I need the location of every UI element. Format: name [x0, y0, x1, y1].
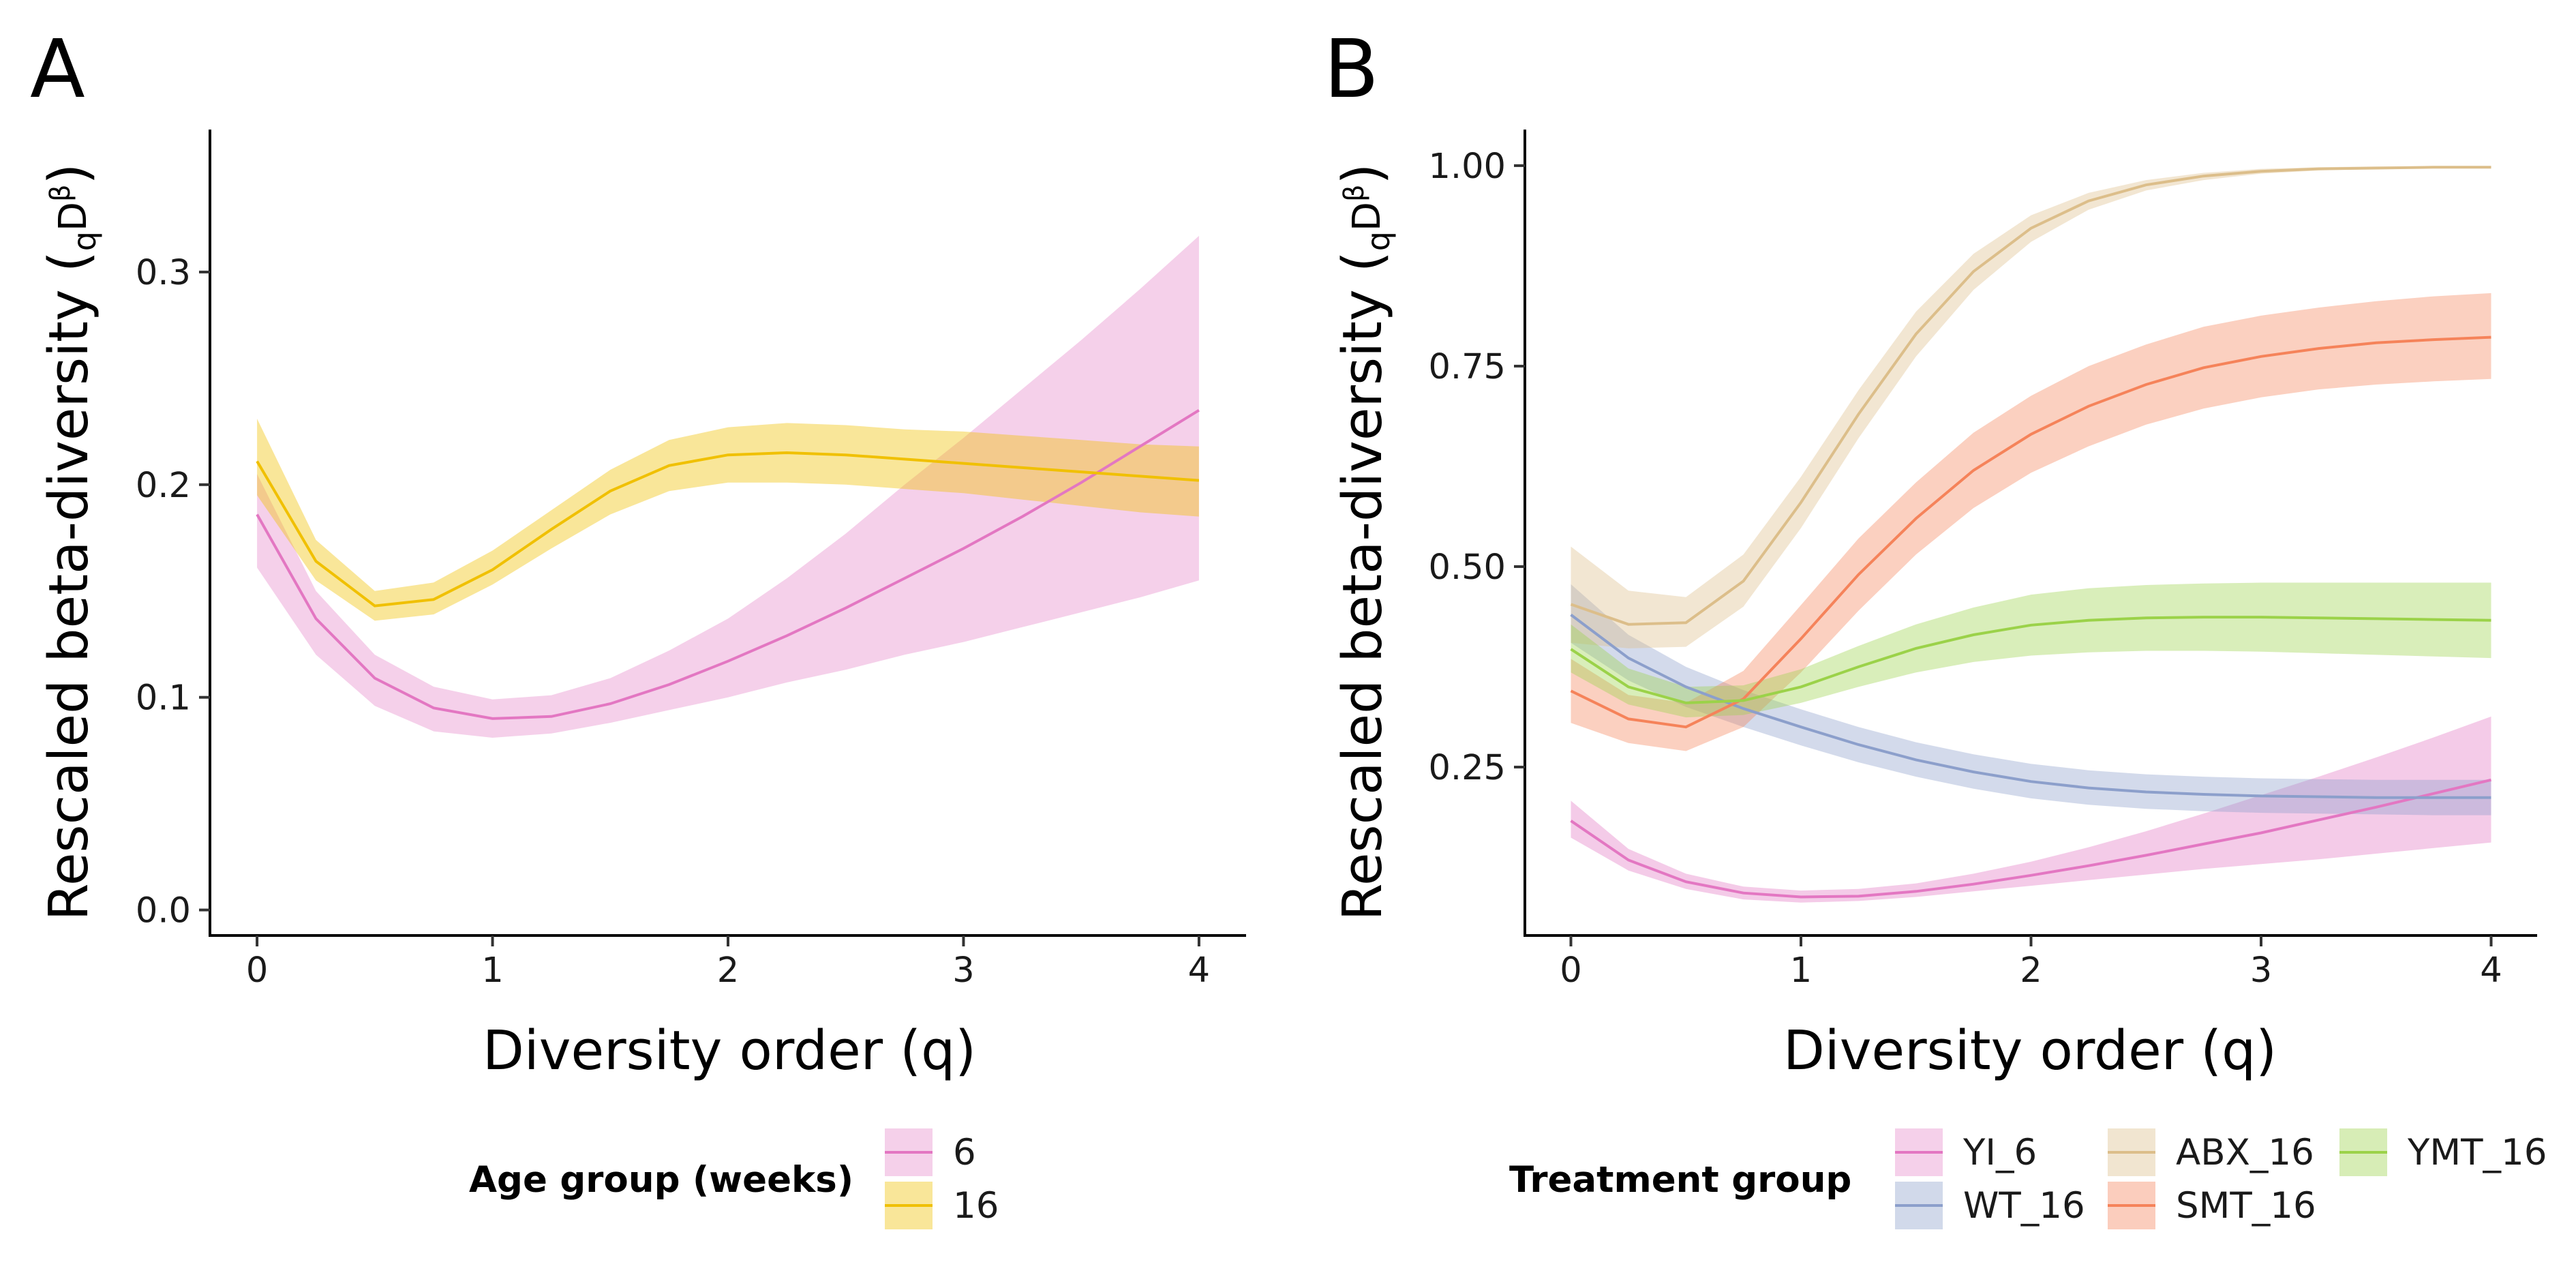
- panel-b-y-axis-title: Rescaled beta-diversity (qDβ): [1331, 164, 1397, 921]
- y-title-prefix: Rescaled beta-diversity (: [37, 251, 100, 920]
- panel-b-x-tick-label: 4: [2480, 950, 2502, 991]
- y-title-suffix: ): [37, 164, 100, 185]
- panel-b-line-smt-16: [1570, 335, 2491, 729]
- panel-a-legend-title: Age group (weeks): [469, 1159, 853, 1201]
- legend-label-ymt-16: YMT_16: [2407, 1132, 2547, 1173]
- panel-b-bands: [1571, 166, 2491, 903]
- panel-b-x-ticks: 0 1 2 3 4: [1560, 935, 2502, 991]
- legend-label-6: 6: [953, 1132, 976, 1173]
- panel-a-x-tick-label: 2: [717, 950, 739, 991]
- panel-a-y-axis-title: Rescaled beta-diversity (qDβ): [37, 164, 103, 921]
- panel-a-lines: [256, 408, 1200, 720]
- panel-a-x-tick-label: 0: [246, 950, 268, 991]
- y-title-suffix: ): [1331, 164, 1394, 185]
- panel-a-y-tick-label: 0.2: [136, 466, 191, 506]
- panel-b-line-ymt-16: [1570, 616, 2491, 704]
- panel-b-band-yi-6: [1571, 716, 2491, 903]
- panel-b-y-tick-label: 0.75: [1428, 347, 1506, 387]
- y-title-q: q: [66, 231, 103, 251]
- y-title-d: D: [1345, 202, 1389, 231]
- legend-item-yi-6: YI_6: [1895, 1128, 2037, 1176]
- y-title-beta: β: [45, 184, 76, 202]
- panel-a-x-axis-title: Diversity order (q): [483, 1019, 976, 1082]
- legend-item-ymt-16: YMT_16: [2339, 1128, 2547, 1176]
- panel-b-y-tick-label: 1.00: [1428, 147, 1506, 187]
- panel-b-x-tick-label: 2: [2020, 950, 2042, 991]
- y-title-d: D: [51, 202, 95, 231]
- panel-a-x-tick-label: 4: [1188, 950, 1210, 991]
- panel-a: A 0 1 2 3 4 0.0 0.1 0.2 0.3 Diversity order (q)…: [30, 22, 1246, 1229]
- y-title-q: q: [1360, 231, 1397, 251]
- legend-label-16: 16: [953, 1185, 999, 1227]
- legend-label-yi-6: YI_6: [1963, 1132, 2037, 1173]
- legend-item-16: 16: [885, 1182, 999, 1229]
- panel-a-line-16: [256, 451, 1200, 608]
- panel-b-legend: Treatment group YI_6 WT_16 ABX_16 SMT_16: [1509, 1128, 2547, 1229]
- panel-b-x-axis-title: Diversity order (q): [1783, 1019, 2277, 1082]
- panel-b: B 0 1 2 3 4 0.25 0.50 0.75 1.00 Diversity order…: [1324, 22, 2547, 1229]
- panel-a-band-6: [257, 235, 1199, 738]
- panel-a-x-tick-label: 1: [481, 950, 503, 991]
- panel-a-legend: Age group (weeks) 6 16: [469, 1128, 999, 1229]
- panel-a-x-ticks: 0 1 2 3 4: [246, 935, 1210, 991]
- panel-b-x-tick-label: 3: [2250, 950, 2272, 991]
- legend-item-6: 6: [885, 1128, 976, 1176]
- legend-label-smt-16: SMT_16: [2176, 1185, 2316, 1227]
- panel-a-y-tick-label: 0.1: [136, 678, 191, 719]
- panel-b-line-abx-16: [1570, 166, 2491, 626]
- panel-b-band-smt-16: [1571, 293, 2491, 751]
- panel-b-lines: [1570, 166, 2491, 899]
- panel-b-y-tick-label: 0.25: [1428, 748, 1506, 788]
- panel-b-x-tick-label: 1: [1790, 950, 1812, 991]
- legend-item-abx-16: ABX_16: [2108, 1128, 2314, 1176]
- panel-a-letter: A: [30, 22, 85, 116]
- panel-b-letter: B: [1324, 22, 1379, 116]
- legend-label-wt-16: WT_16: [1963, 1185, 2085, 1227]
- panel-a-line-6: [256, 408, 1200, 720]
- panel-b-x-tick-label: 0: [1560, 950, 1581, 991]
- panel-b-line-yi-6: [1570, 778, 2491, 899]
- legend-item-smt-16: SMT_16: [2108, 1182, 2316, 1229]
- legend-item-wt-16: WT_16: [1895, 1182, 2085, 1229]
- panel-b-band-wt-16: [1571, 584, 2491, 815]
- panel-a-y-ticks: 0.0 0.1 0.2 0.3: [136, 253, 210, 931]
- panel-b-y-ticks: 0.25 0.50 0.75 1.00: [1428, 147, 1525, 788]
- panel-a-y-tick-label: 0.0: [136, 891, 191, 931]
- panel-a-x-tick-label: 3: [952, 950, 974, 991]
- y-title-prefix: Rescaled beta-diversity (: [1331, 251, 1394, 920]
- legend-label-abx-16: ABX_16: [2176, 1132, 2314, 1173]
- panel-b-band-abx-16: [1571, 166, 2491, 648]
- panel-a-y-tick-label: 0.3: [136, 253, 191, 293]
- y-title-beta: β: [1339, 184, 1370, 202]
- panel-b-legend-title: Treatment group: [1509, 1159, 1851, 1201]
- panel-b-y-tick-label: 0.50: [1428, 548, 1506, 588]
